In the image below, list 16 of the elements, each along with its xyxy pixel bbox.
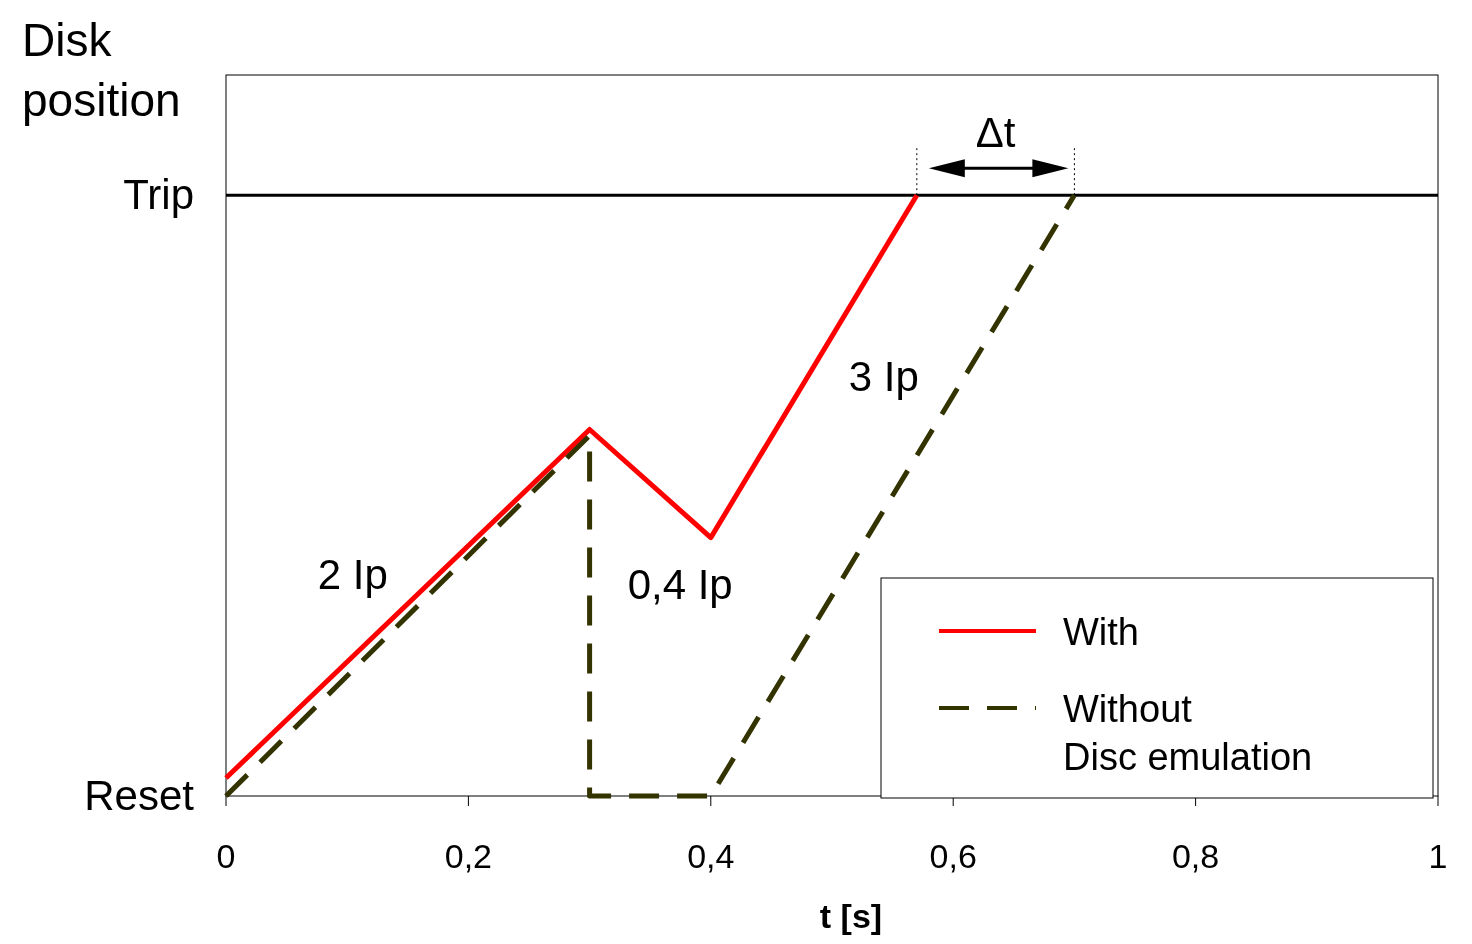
ref-line-label: Trip <box>123 171 194 219</box>
x-tick-label: 1 <box>1428 837 1448 875</box>
x-tick-label: 0,2 <box>444 837 493 875</box>
legend-label: With <box>1063 611 1139 653</box>
legend-label: Without Disc emulation <box>1063 688 1313 778</box>
x-axis-title: t [s] <box>819 897 883 935</box>
x-tick-label: 0,4 <box>687 837 735 875</box>
annotation: 2 Ip <box>317 550 388 598</box>
text: Δt <box>975 109 1016 157</box>
x-tick-label: 0,8 <box>1171 837 1220 875</box>
y-axis-title: Disk position <box>22 14 181 126</box>
text: Reset <box>84 772 195 819</box>
annotation: 0,4 Ip <box>627 560 733 608</box>
x-tick-label: 0 <box>216 837 236 875</box>
x-tick-label: 0,6 <box>929 837 977 875</box>
annotation: 3 Ip <box>848 353 919 401</box>
